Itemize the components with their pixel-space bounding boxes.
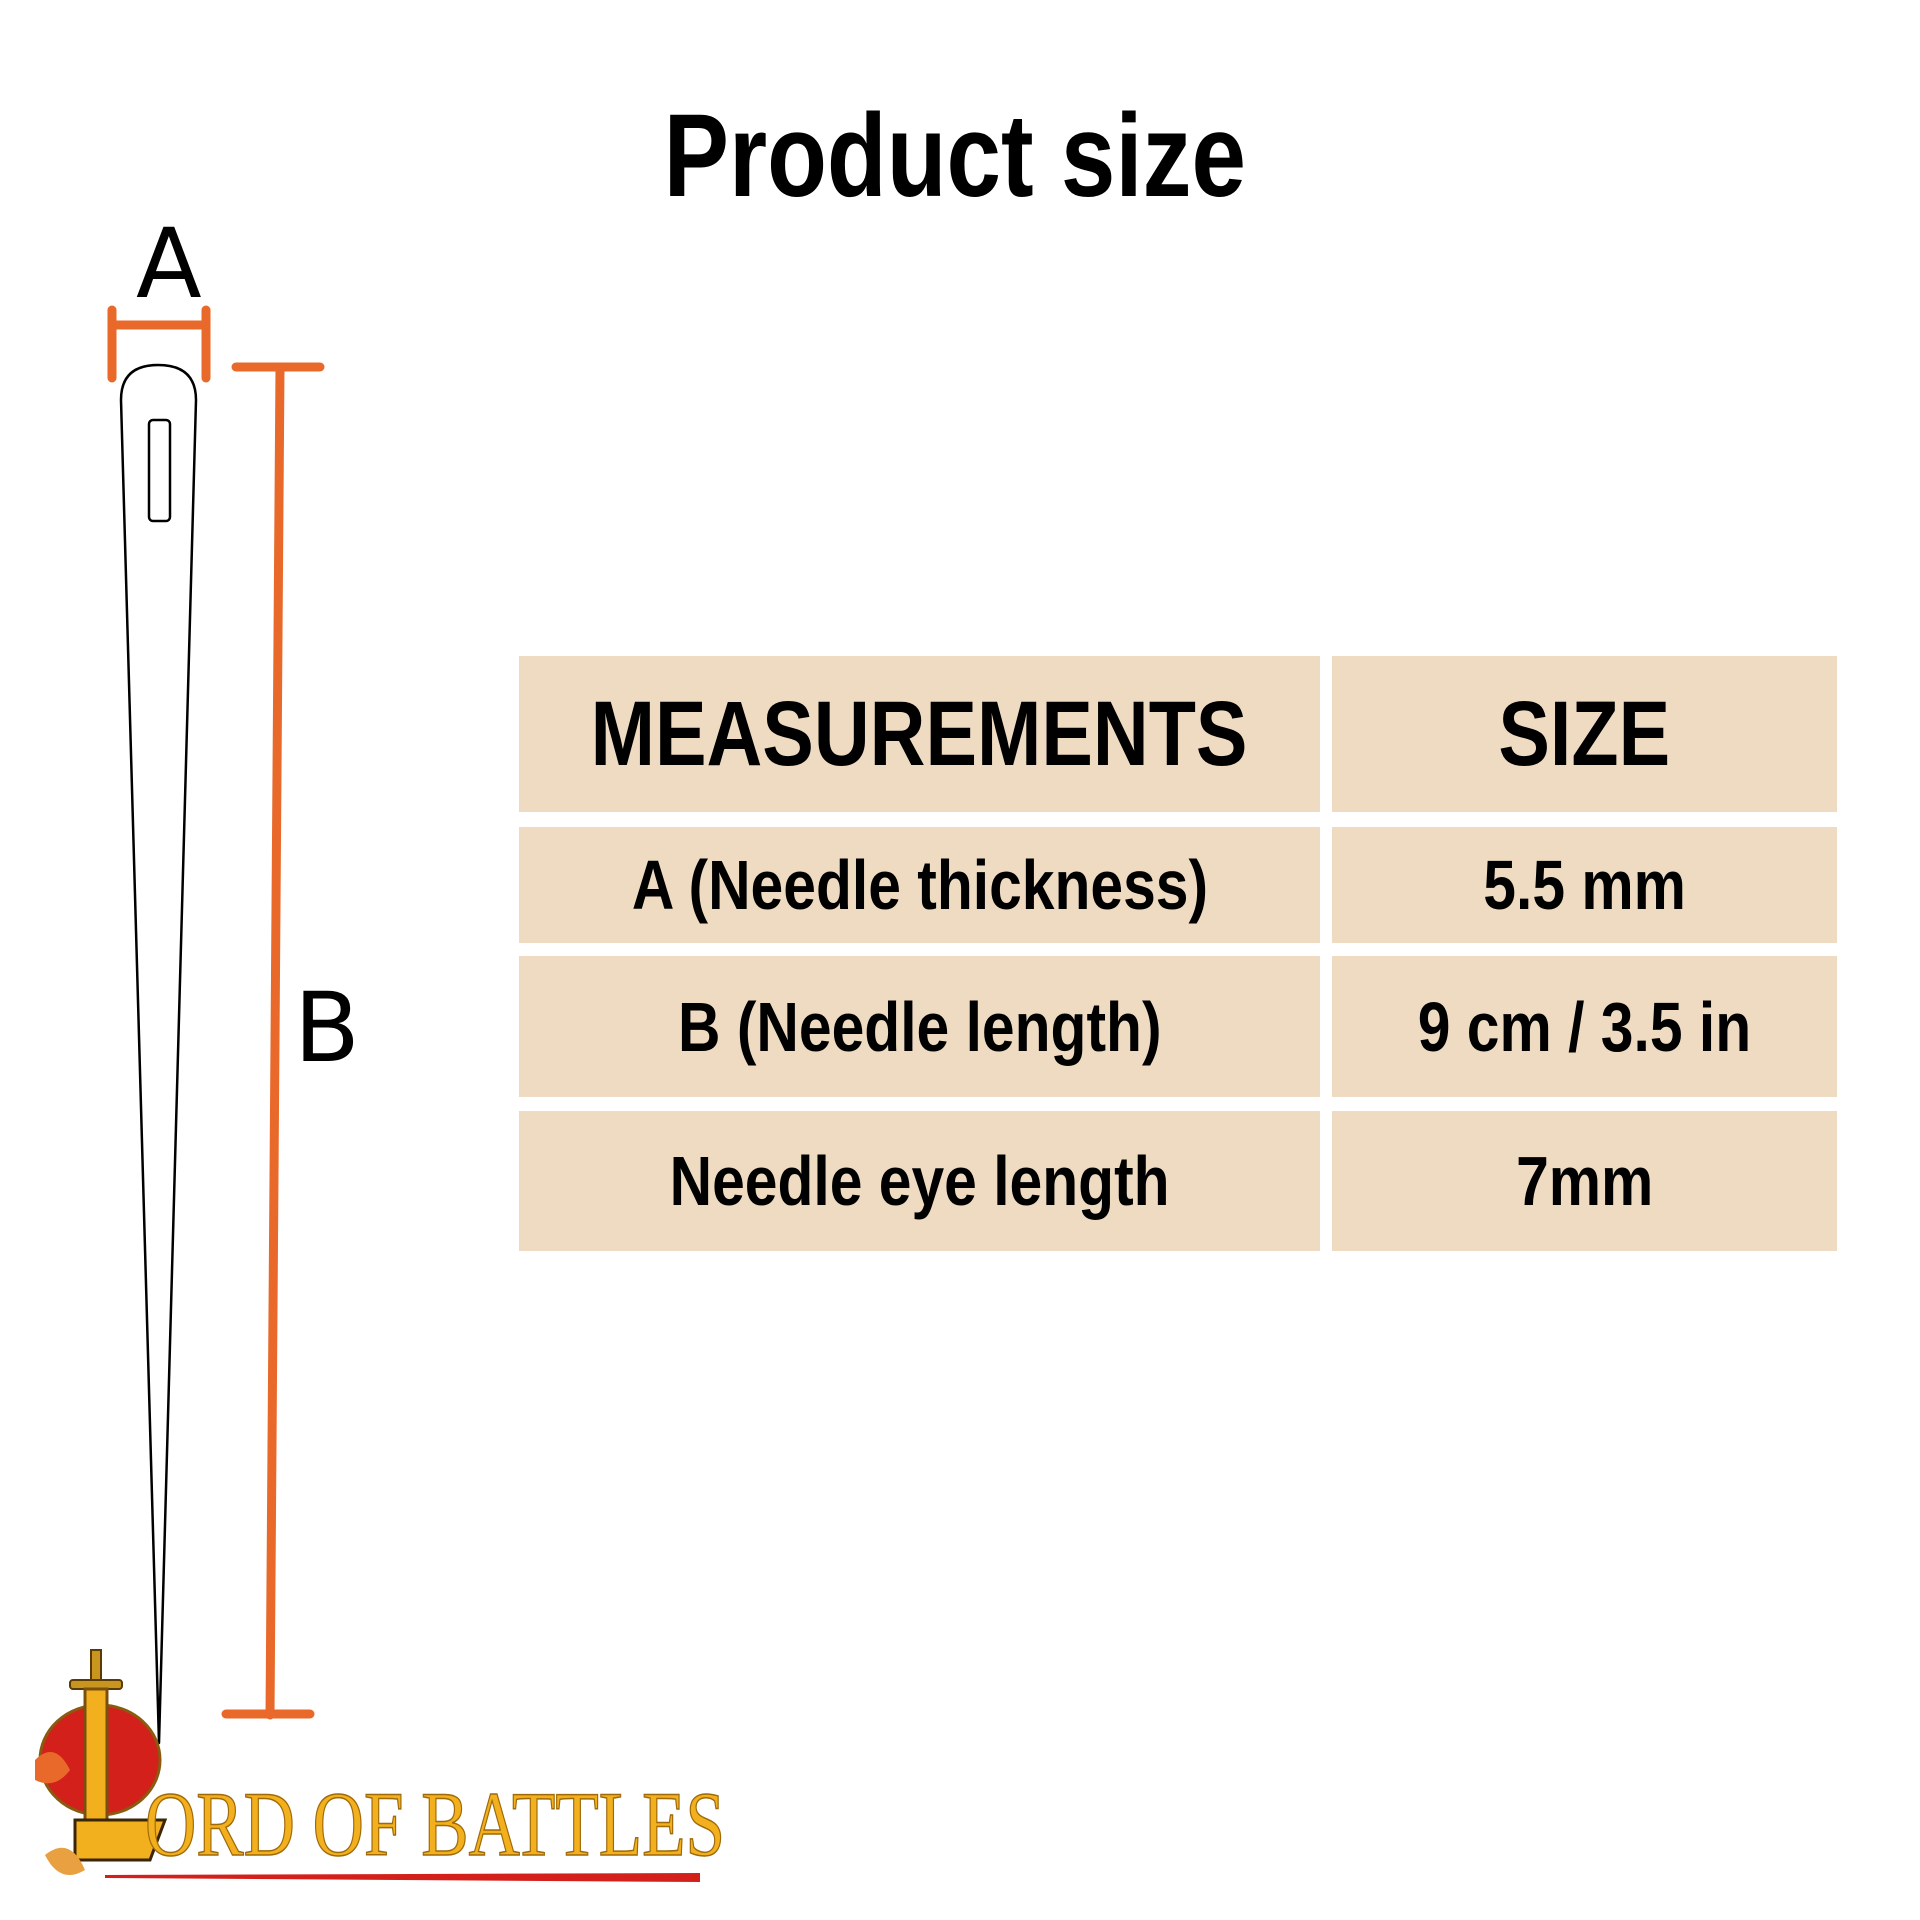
logo-text: ORD OF BATTLES (145, 1773, 725, 1875)
needle-eye (147, 418, 172, 523)
needle-outline (119, 363, 198, 1745)
table-row-measurement: B (Needle length) (519, 956, 1320, 1097)
header-size: SIZE (1332, 656, 1837, 812)
lord-of-battles-logo: ORD OF BATTLES (35, 1649, 726, 1882)
page-title: Product size (663, 90, 1247, 222)
dimension-b-bracket (221, 362, 325, 1720)
table-row-size: 5.5 mm (1332, 827, 1837, 943)
logo-underline (105, 1873, 700, 1882)
dimension-a-bracket (107, 305, 211, 383)
table-row-size: 7mm (1332, 1111, 1837, 1251)
table-row-measurement: Needle eye length (519, 1111, 1320, 1251)
dimension-a-label: A (136, 208, 202, 320)
table-row-size: 9 cm / 3.5 in (1332, 956, 1837, 1097)
sword-emblem-icon (35, 1649, 168, 1875)
header-measurements: MEASUREMENTS (519, 656, 1320, 812)
table-row-measurement: A (Needle thickness) (519, 827, 1320, 943)
dimension-b-label: B (294, 972, 360, 1084)
